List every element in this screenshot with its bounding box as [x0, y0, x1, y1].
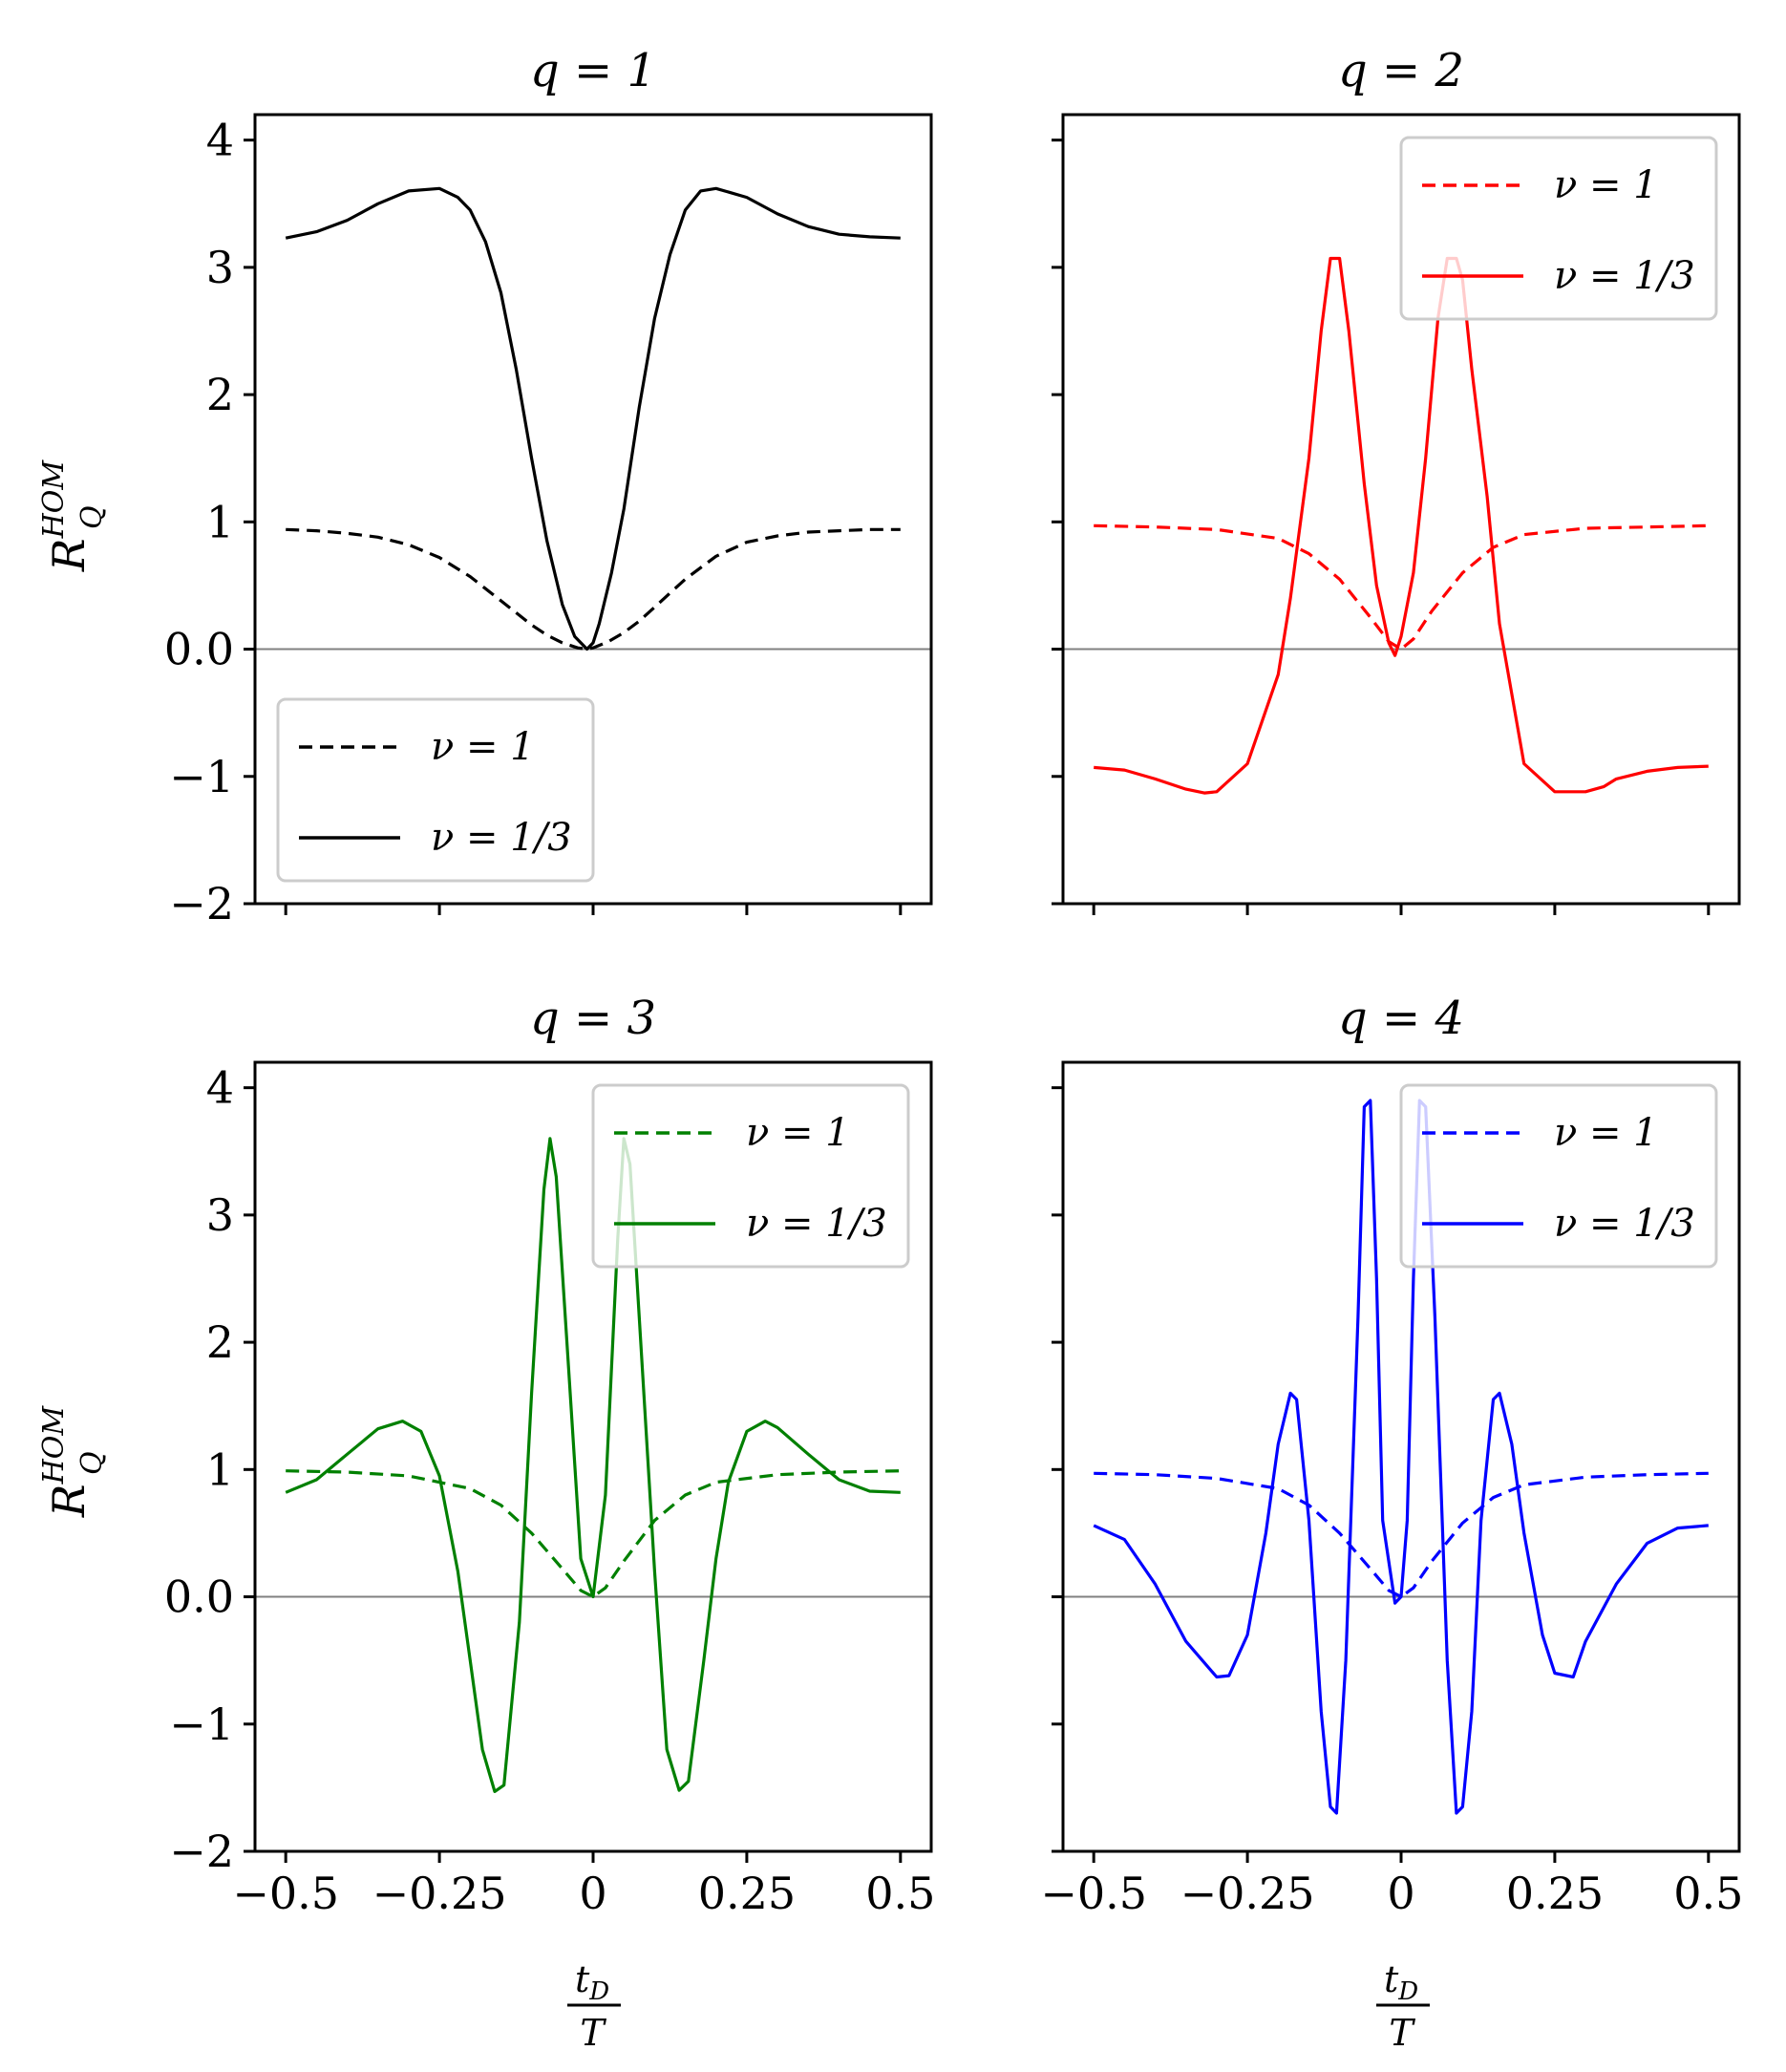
legend: ν = 1 ν = 1/3 — [276, 697, 595, 883]
xtick-label: 0.25 — [1506, 1868, 1604, 1919]
xtick-label: 0 — [1387, 1868, 1414, 1919]
series-line-nu-1-3 — [285, 1137, 901, 1794]
ytick-label: 4 — [206, 115, 234, 166]
legend-label: ν = 1/3 — [1554, 1202, 1695, 1246]
ytick-label: 0.0 — [164, 1571, 234, 1623]
legend-label: ν = 1/3 — [1554, 254, 1695, 298]
legend-label: ν = 1/3 — [746, 1202, 887, 1246]
xtick-label: −0.5 — [1040, 1868, 1147, 1919]
ytick-label: 4 — [206, 1062, 234, 1114]
legend-label: ν = 1/3 — [431, 816, 572, 860]
panel-2: q = 2 ν = 1 ν = 1/3 — [1052, 44, 1741, 915]
legend-label: ν = 1 — [1554, 163, 1658, 207]
xtick-label: −0.25 — [1180, 1868, 1315, 1919]
legend-box — [1399, 1083, 1718, 1269]
panel-title: q = 2 — [1338, 44, 1464, 97]
xtick-label: −0.5 — [232, 1868, 339, 1919]
xtick-label: 0.5 — [1673, 1868, 1743, 1919]
svg-text:T: T — [580, 2012, 606, 2054]
panel-title: q = 4 — [1338, 992, 1464, 1045]
legend-box — [1399, 136, 1718, 321]
series-line-nu-1 — [286, 527, 901, 652]
ytick-label: −1 — [169, 751, 234, 802]
ytick-label: 2 — [206, 369, 234, 420]
series-line-nu-1-3 — [1094, 256, 1709, 795]
panel-4: q = 4 −0.5 −0.25 0 0.25 0.5 ν = 1 ν = 1/3 — [1040, 992, 1743, 1919]
ytick-label: −2 — [169, 1826, 234, 1877]
xlabel-left: tD T — [567, 1958, 621, 2054]
ytick-label: 3 — [206, 242, 234, 293]
svg-text:tD: tD — [1384, 1958, 1418, 2006]
ytick-label: 3 — [206, 1189, 234, 1241]
legend: ν = 1 ν = 1/3 — [591, 1083, 910, 1269]
series-line-nu-1-3 — [1093, 1099, 1709, 1815]
ytick-label: 1 — [206, 1443, 234, 1495]
legend-label: ν = 1 — [746, 1111, 850, 1155]
legend-box — [276, 697, 595, 883]
series-line-nu-1-3 — [285, 186, 901, 652]
xlabel-right: tD T — [1376, 1958, 1430, 2054]
legend: ν = 1 ν = 1/3 — [1399, 1083, 1718, 1269]
legend: ν = 1 ν = 1/3 — [1399, 136, 1718, 321]
panel-title: q = 3 — [530, 992, 656, 1045]
legend-box — [591, 1083, 910, 1269]
xtick-label: −0.25 — [372, 1868, 507, 1919]
xtick-label: 0.5 — [865, 1868, 935, 1919]
xtick-label: 0 — [579, 1868, 606, 1919]
ytick-label: 1 — [206, 496, 234, 547]
ylabel-top: RHOM Q — [37, 459, 109, 572]
xtick-label: 0.25 — [698, 1868, 796, 1919]
panel-title: q = 1 — [530, 44, 656, 97]
ytick-label: 0.0 — [164, 624, 234, 675]
ylabel-bottom: RHOM Q — [37, 1405, 109, 1518]
svg-text:T: T — [1389, 2012, 1415, 2054]
svg-text:tD: tD — [575, 1958, 609, 2006]
ytick-label: −2 — [169, 878, 234, 929]
legend-label: ν = 1 — [431, 725, 535, 769]
ytick-label: −1 — [169, 1698, 234, 1750]
panel-1: q = 1 −2 −1 0.0 1 2 3 4 ν = 1 ν = 1/3 — [164, 44, 933, 929]
ytick-label: 2 — [206, 1316, 234, 1368]
legend-label: ν = 1 — [1554, 1111, 1658, 1155]
